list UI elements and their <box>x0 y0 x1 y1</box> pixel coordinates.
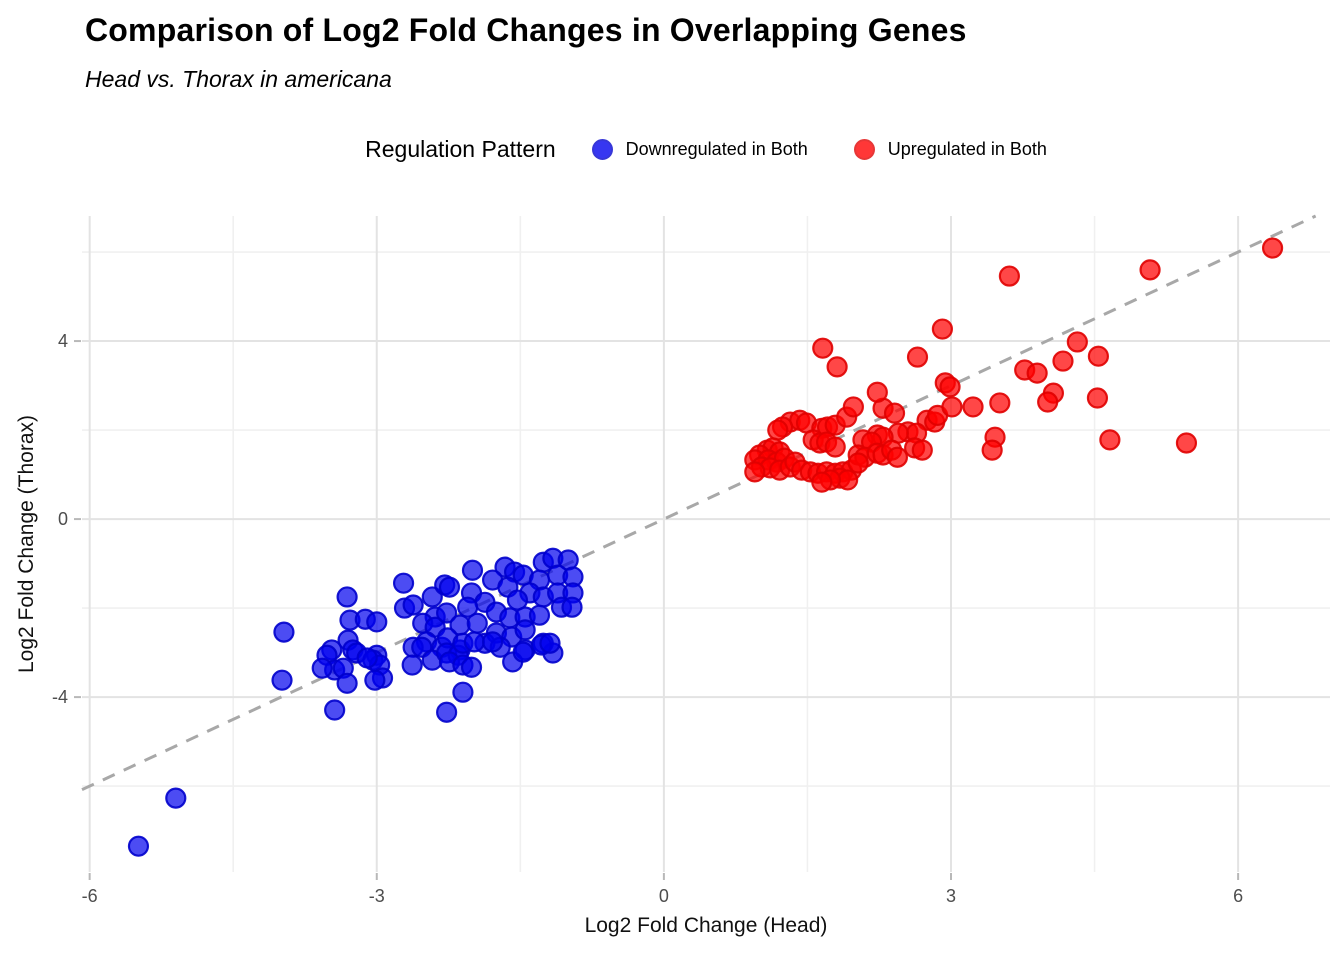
data-point <box>883 402 906 424</box>
y-tick-label: 0 <box>58 509 68 529</box>
data-point <box>866 381 888 403</box>
chart-subtitle: Head vs. Thorax in americana <box>85 66 392 92</box>
data-point <box>506 589 529 611</box>
data-point <box>824 436 846 458</box>
data-point <box>452 681 474 703</box>
data-point <box>1066 331 1088 353</box>
data-point <box>981 439 1003 461</box>
data-point <box>911 439 933 461</box>
x-tick-label: 3 <box>946 886 956 906</box>
data-point <box>364 669 386 691</box>
data-point <box>842 396 864 418</box>
data-point <box>461 559 484 581</box>
data-point <box>436 701 458 723</box>
data-point <box>392 572 415 594</box>
data-point <box>931 318 953 340</box>
data-point <box>273 621 295 643</box>
data-point <box>514 619 536 641</box>
data-point <box>1099 429 1121 451</box>
data-point <box>463 631 485 653</box>
data-point <box>356 647 378 669</box>
data-point <box>989 392 1011 414</box>
x-tick-label: -6 <box>82 886 98 906</box>
data-point <box>366 611 388 633</box>
data-point <box>812 337 834 359</box>
data-point <box>939 376 961 398</box>
legend-item-downregulated: Downregulated in Both <box>591 139 808 160</box>
data-point <box>528 604 551 626</box>
data-point <box>271 669 293 691</box>
data-point <box>402 594 424 616</box>
data-point <box>744 461 766 483</box>
data-point <box>324 699 346 721</box>
identity-reference-line <box>81 214 1317 792</box>
data-point <box>906 346 929 368</box>
data-point <box>1175 432 1198 454</box>
data-point <box>165 787 187 809</box>
x-axis-title: Log2 Fold Change (Head) <box>584 914 828 937</box>
data-point <box>1261 237 1284 259</box>
legend-swatch-blue-dot-icon <box>591 139 613 160</box>
data-point <box>457 596 479 618</box>
data-point <box>847 452 869 474</box>
series-upregulated <box>744 237 1284 493</box>
data-point <box>401 654 423 676</box>
legend: Regulation Pattern Downregulated in Both… <box>82 136 1330 163</box>
data-point <box>438 576 461 598</box>
data-point <box>1087 345 1109 367</box>
data-point <box>1052 350 1074 372</box>
data-point <box>460 656 483 678</box>
data-point <box>512 641 534 663</box>
data-point <box>311 657 333 679</box>
data-point <box>127 835 150 857</box>
x-tick-label: 6 <box>1233 886 1243 906</box>
legend-label-downregulated: Downregulated in Both <box>625 139 808 159</box>
data-point <box>962 396 984 418</box>
data-point <box>767 419 789 441</box>
y-axis-title: Log2 Fold Change (Thorax) <box>15 415 38 673</box>
y-tick-label: 4 <box>58 331 68 351</box>
data-point <box>941 396 963 418</box>
data-point <box>481 631 504 653</box>
data-point <box>998 265 1020 287</box>
data-point <box>826 356 848 378</box>
data-point <box>1086 387 1109 409</box>
data-point <box>1026 362 1048 384</box>
y-tick-label: -4 <box>52 687 68 707</box>
data-point <box>336 672 358 694</box>
data-point <box>811 471 833 493</box>
data-point <box>1037 391 1059 413</box>
data-point <box>436 602 458 624</box>
x-tick-label: 0 <box>659 886 669 906</box>
data-point <box>336 586 358 608</box>
chart-title: Comparison of Log2 Fold Changes in Overl… <box>85 12 967 48</box>
legend-swatch-red-dot-icon <box>853 139 875 160</box>
data-point <box>466 612 488 634</box>
legend-title: Regulation Pattern <box>365 136 556 162</box>
legend-item-upregulated: Upregulated in Both <box>853 139 1047 160</box>
data-point <box>561 596 583 618</box>
x-tick-label: -3 <box>369 886 385 906</box>
series-downregulated <box>127 547 584 857</box>
data-point <box>1139 259 1161 281</box>
legend-label-upregulated: Upregulated in Both <box>887 139 1047 159</box>
data-point <box>539 632 561 654</box>
data-point <box>886 446 909 468</box>
